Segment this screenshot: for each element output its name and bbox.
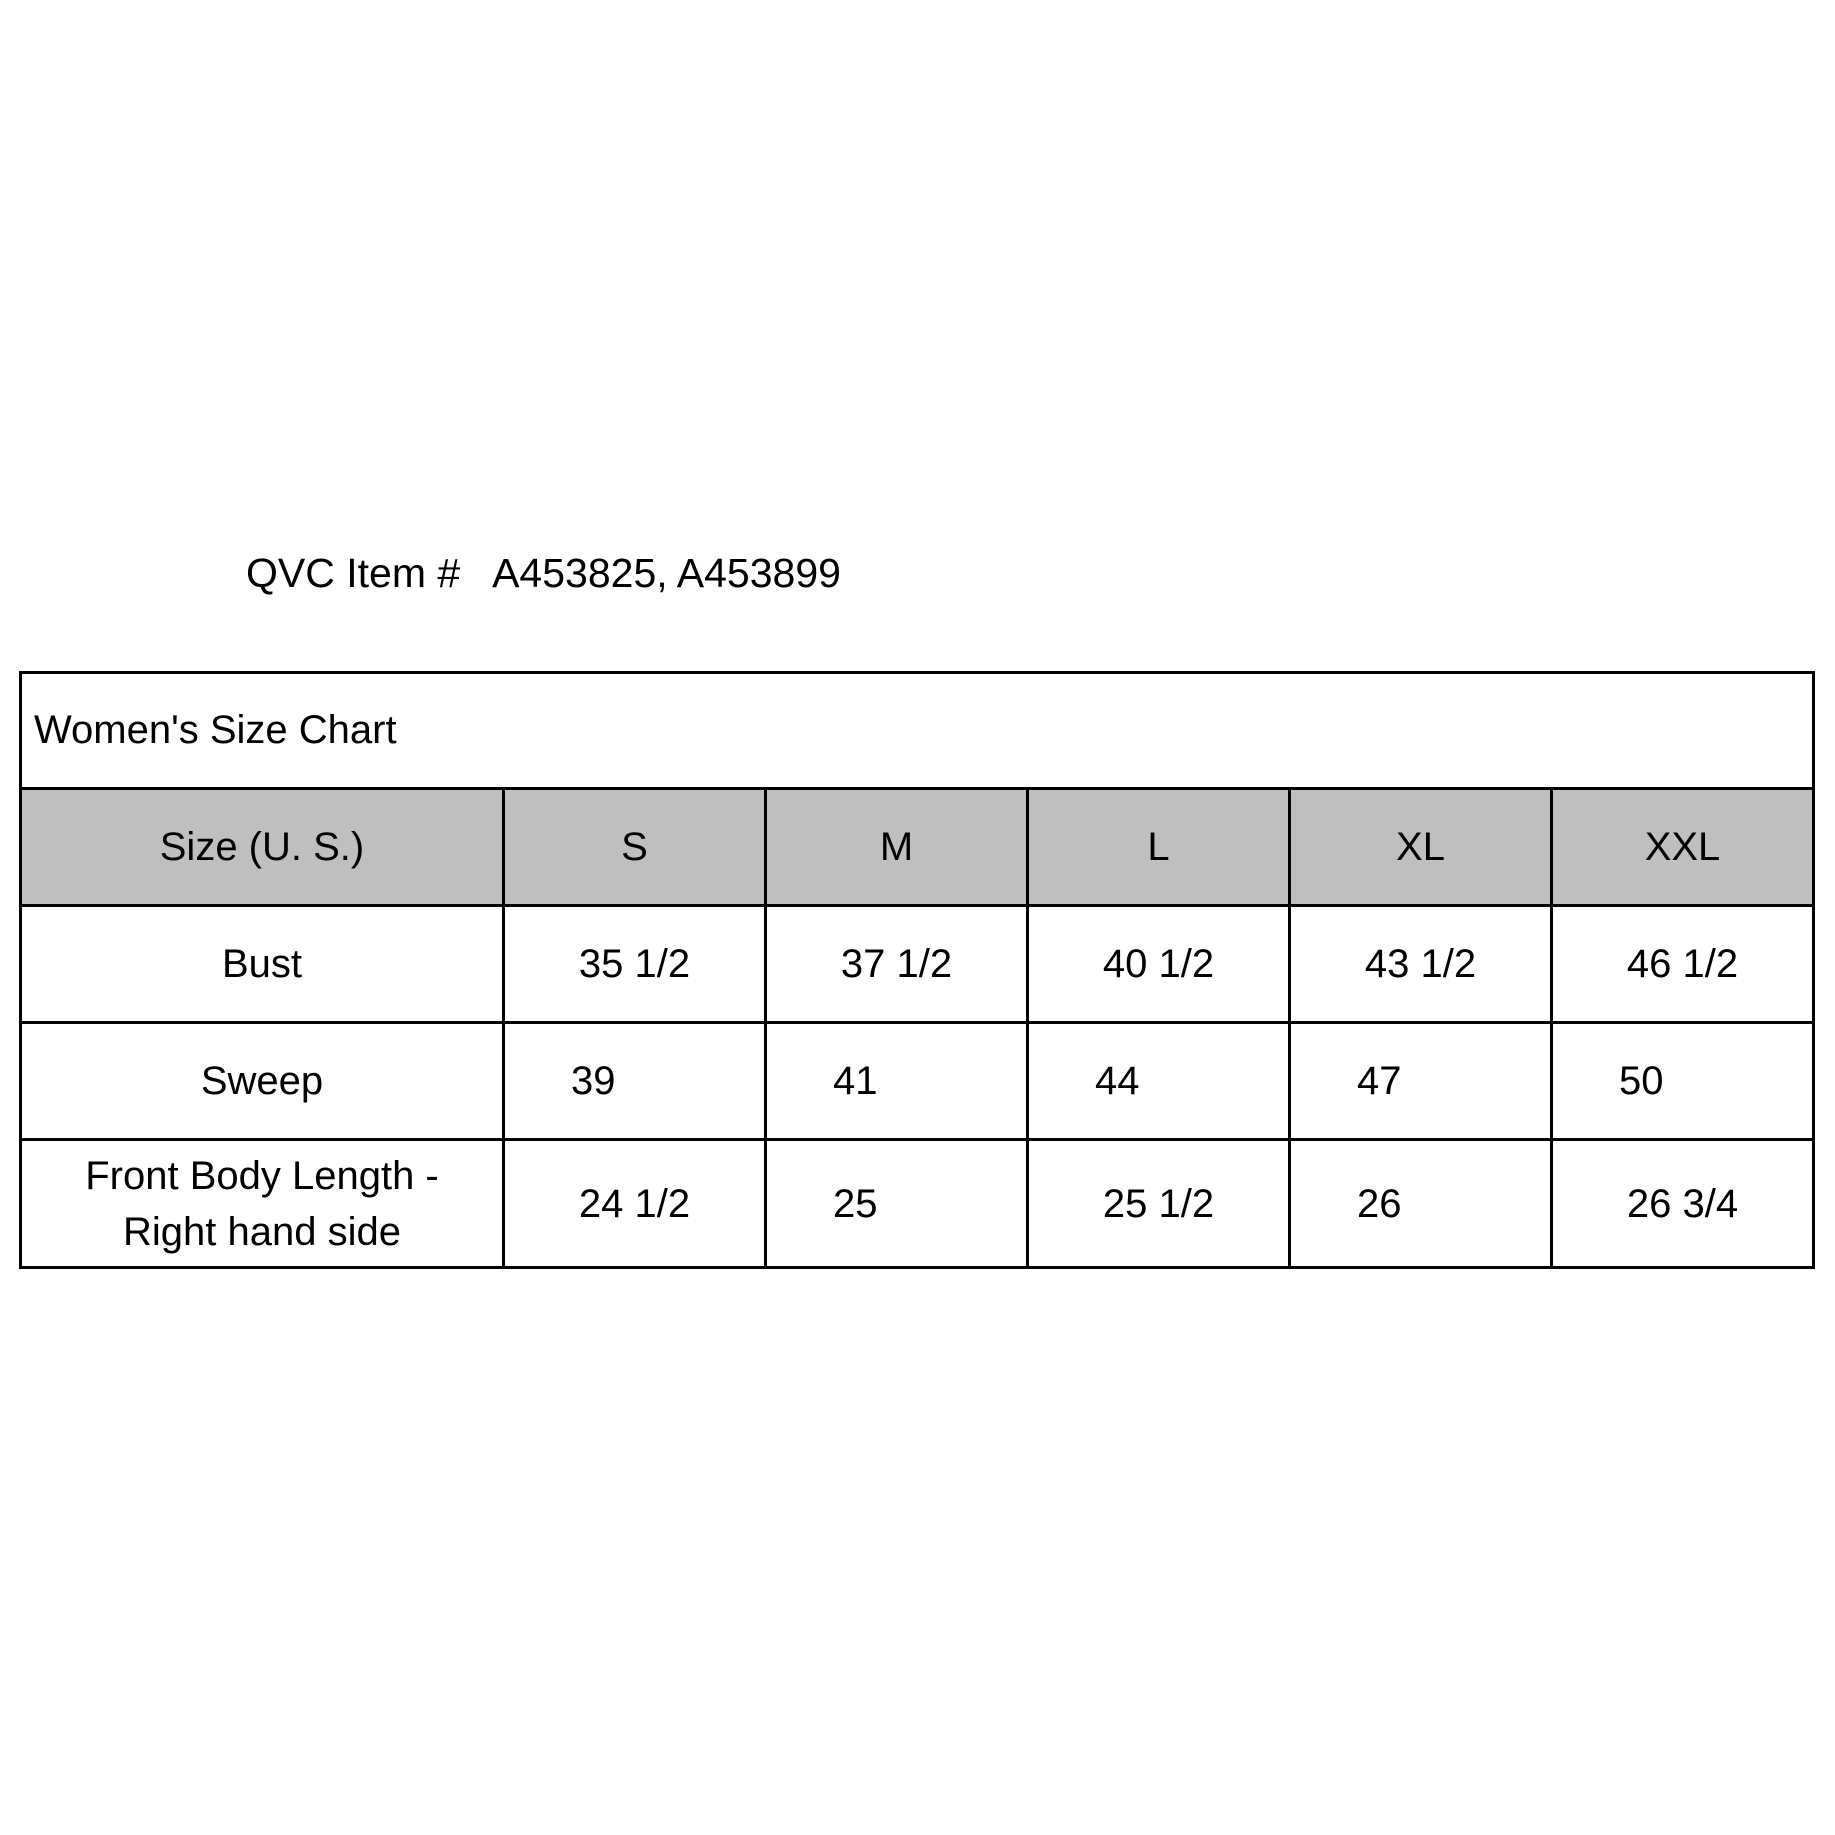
table-title: Women's Size Chart — [19, 671, 1815, 790]
table-cell: 41 — [764, 1021, 1029, 1141]
row-label-line1: Front Body Length - — [85, 1153, 439, 1198]
header-cell-size: Size (U. S.) — [19, 787, 505, 907]
header-cell-s: S — [502, 787, 767, 907]
table-cell: 35 1/2 — [502, 904, 767, 1024]
header-cell-l: L — [1026, 787, 1291, 907]
table-row-front-body-length: Front Body Length - Right hand side 24 1… — [19, 1138, 1815, 1269]
size-chart-table: Women's Size Chart Size (U. S.) S M L XL… — [19, 671, 1815, 1269]
table-cell: 37 1/2 — [764, 904, 1029, 1024]
item-number-line: QVC Item # A453825, A453899 — [246, 550, 841, 596]
row-label: Sweep — [19, 1021, 505, 1141]
table-row-bust: Bust 35 1/2 37 1/2 40 1/2 43 1/2 46 1/2 — [19, 904, 1815, 1024]
header-cell-m: M — [764, 787, 1029, 907]
table-cell: 50 — [1550, 1021, 1815, 1141]
table-cell: 46 1/2 — [1550, 904, 1815, 1024]
header-cell-xxl: XXL — [1550, 787, 1815, 907]
header-cell-xl: XL — [1288, 787, 1553, 907]
table-cell: 25 — [764, 1138, 1029, 1269]
table-cell: 26 — [1288, 1138, 1553, 1269]
table-cell: 24 1/2 — [502, 1138, 767, 1269]
table-cell: 47 — [1288, 1021, 1553, 1141]
header-row: Size (U. S.) S M L XL XXL — [19, 787, 1815, 907]
table-cell: 43 1/2 — [1288, 904, 1553, 1024]
table-row-sweep: Sweep 39 41 44 47 50 — [19, 1021, 1815, 1141]
row-label: Bust — [19, 904, 505, 1024]
table-cell: 26 3/4 — [1550, 1138, 1815, 1269]
row-label: Front Body Length - Right hand side — [19, 1138, 505, 1269]
table-cell: 44 — [1026, 1021, 1291, 1141]
table-cell: 39 — [502, 1021, 767, 1141]
row-label-line2: Right hand side — [123, 1209, 401, 1254]
table-cell: 25 1/2 — [1026, 1138, 1291, 1269]
table-title-row: Women's Size Chart — [19, 671, 1815, 790]
table-cell: 40 1/2 — [1026, 904, 1291, 1024]
